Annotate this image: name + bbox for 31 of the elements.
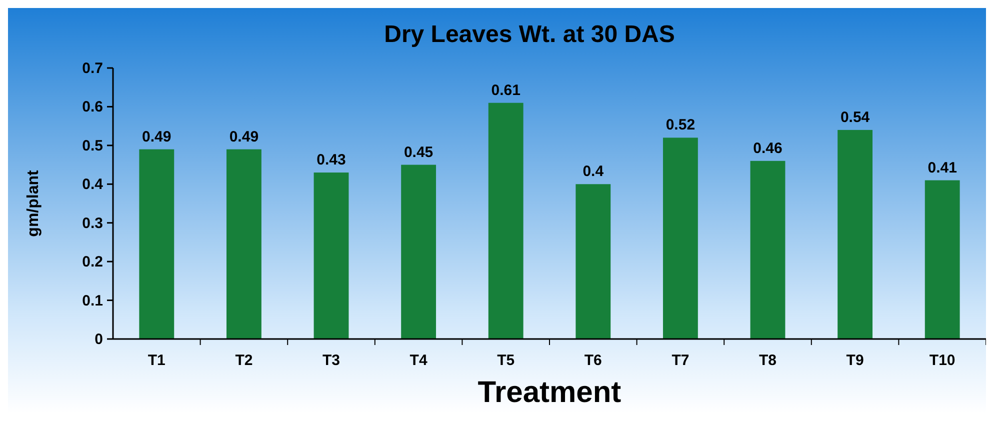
y-tick-label: 0.2 [82, 254, 103, 271]
y-tick-label: 0.1 [82, 292, 103, 310]
x-tick-label: T5 [497, 352, 515, 369]
x-tick-label: T1 [148, 352, 166, 369]
x-axis-title: Treatment [478, 376, 622, 409]
x-tick-label: T2 [235, 352, 253, 369]
x-tick-label: T4 [410, 352, 428, 369]
x-tick-label: T8 [758, 352, 777, 369]
data-label: 0.45 [404, 144, 434, 161]
x-tick-label: T6 [584, 352, 602, 369]
data-label: 0.4 [582, 163, 604, 180]
data-label: 0.54 [840, 108, 870, 126]
y-tick-label: 0 [94, 331, 103, 348]
data-label: 0.41 [928, 159, 957, 176]
data-label: 0.61 [491, 82, 520, 99]
x-tick-label: T10 [929, 352, 956, 369]
y-tick-label: 0.7 [82, 60, 103, 77]
x-tick-label: T3 [322, 352, 340, 369]
data-label: 0.43 [316, 152, 346, 169]
data-label: 0.52 [666, 116, 696, 134]
y-axis-title: gm/plant [25, 170, 42, 237]
y-tick-label: 0.3 [82, 214, 103, 232]
y-tick-label: 0.4 [82, 176, 104, 194]
data-label: 0.46 [753, 140, 782, 157]
data-label: 0.49 [229, 128, 259, 146]
y-tick-label: 0.6 [82, 98, 103, 116]
x-tick-label: T9 [846, 352, 864, 369]
chart-title: Dry Leaves Wt. at 30 DAS [384, 21, 675, 48]
x-tick-label: T7 [672, 352, 690, 369]
y-tick-label: 0.5 [82, 137, 103, 154]
data-label: 0.49 [142, 128, 172, 146]
